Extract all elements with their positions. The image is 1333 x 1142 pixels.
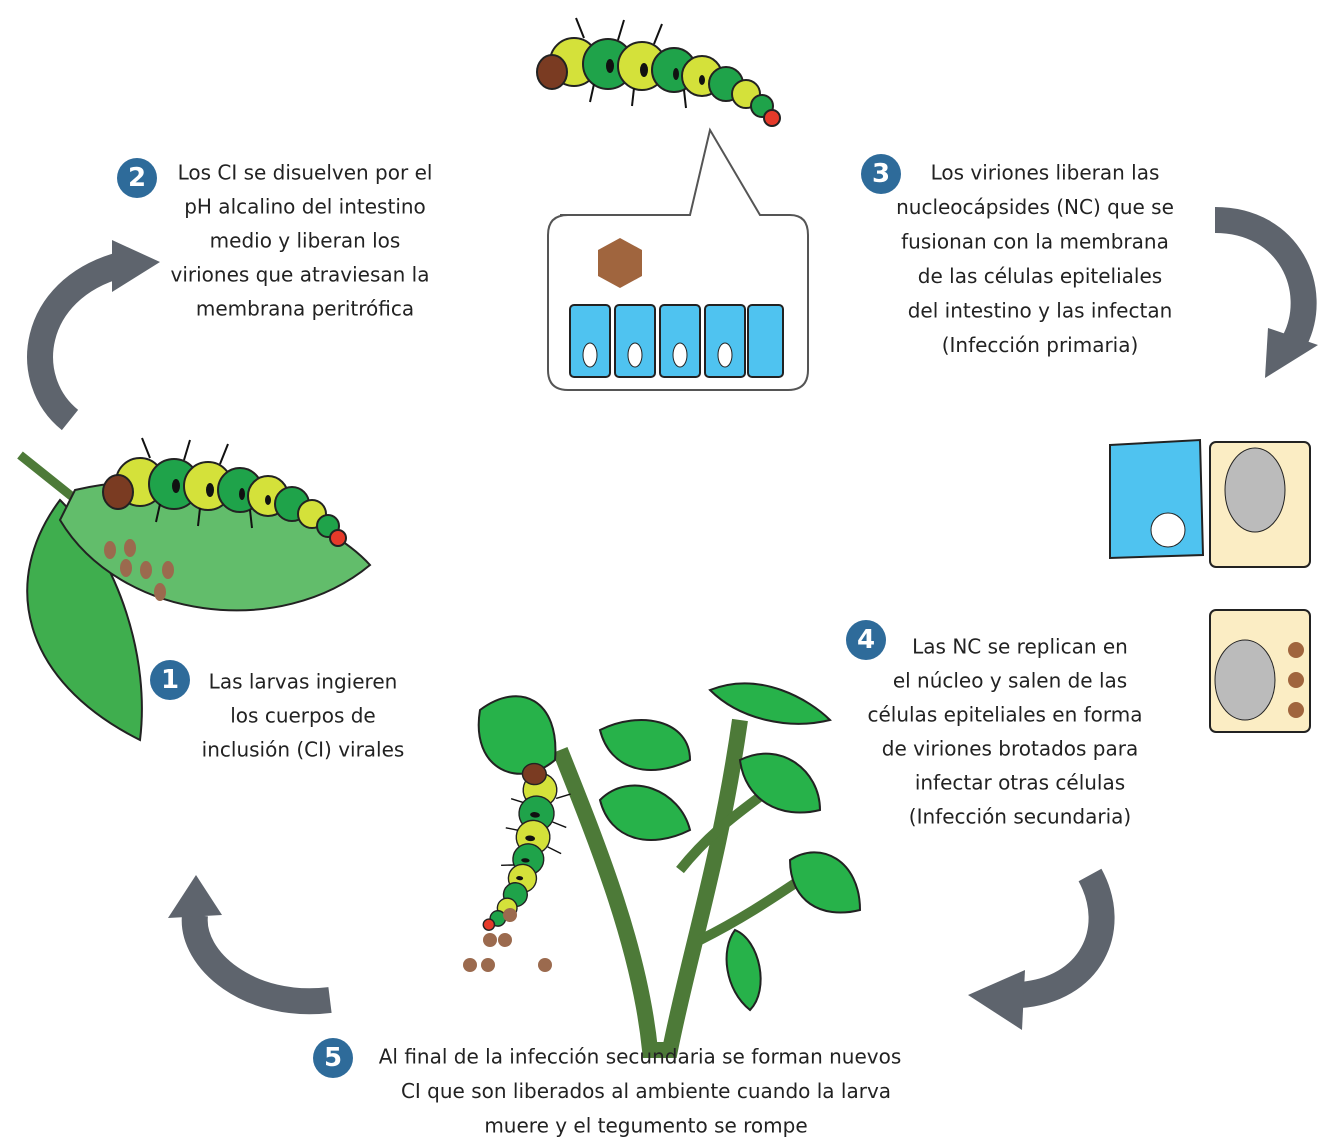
step-line: Las NC se replican en [912, 635, 1128, 659]
step-line: membrana peritrófica [196, 297, 414, 321]
step-line: CI que son liberados al ambiente cuando … [401, 1079, 891, 1103]
step-line: Los viriones liberan las [931, 161, 1160, 185]
step-line: el núcleo y salen de las [893, 669, 1127, 693]
step-line: células epiteliales en forma [867, 703, 1142, 727]
gut-illustration [537, 18, 808, 390]
diagram: 1 Las larvas ingieren los cuerpos de inclus… [0, 0, 1333, 1142]
step-number: 5 [324, 1043, 342, 1073]
step-number: 3 [872, 159, 890, 189]
step-line: Las larvas ingieren [209, 670, 398, 694]
step-line: del intestino y las infectan [908, 299, 1173, 323]
step-line: de viriones brotados para [882, 737, 1138, 761]
leaf-illustration [20, 438, 370, 740]
step-line: infectar otras células [915, 771, 1125, 795]
step-line: viriones que atraviesan la [171, 263, 430, 287]
step-line: pH alcalino del intestino [184, 195, 426, 219]
plant-illustration [463, 683, 860, 1050]
step-line: medio y liberan los [210, 229, 401, 253]
step-line: Los CI se disuelven por el [178, 161, 433, 185]
step-line: nucleocápsides (NC) que se [896, 195, 1174, 219]
step-number: 4 [857, 625, 875, 655]
step-line: inclusión (CI) virales [202, 738, 405, 762]
step-number: 1 [161, 665, 179, 695]
cells-illustration [1110, 440, 1310, 732]
step-line: los cuerpos de [230, 704, 375, 728]
step-line: (Infección secundaria) [909, 805, 1131, 829]
step-line: Al final de la infección secundaria se f… [379, 1045, 902, 1069]
step-line: muere y el tegumento se rompe [484, 1114, 807, 1138]
step-line: de las células epiteliales [918, 264, 1162, 288]
step-number: 2 [128, 163, 146, 193]
step-line: fusionan con la membrana [901, 230, 1169, 254]
step-line: (Infección primaria) [942, 333, 1139, 357]
